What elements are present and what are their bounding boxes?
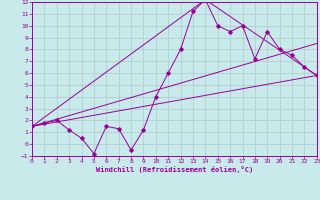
- X-axis label: Windchill (Refroidissement éolien,°C): Windchill (Refroidissement éolien,°C): [96, 166, 253, 173]
